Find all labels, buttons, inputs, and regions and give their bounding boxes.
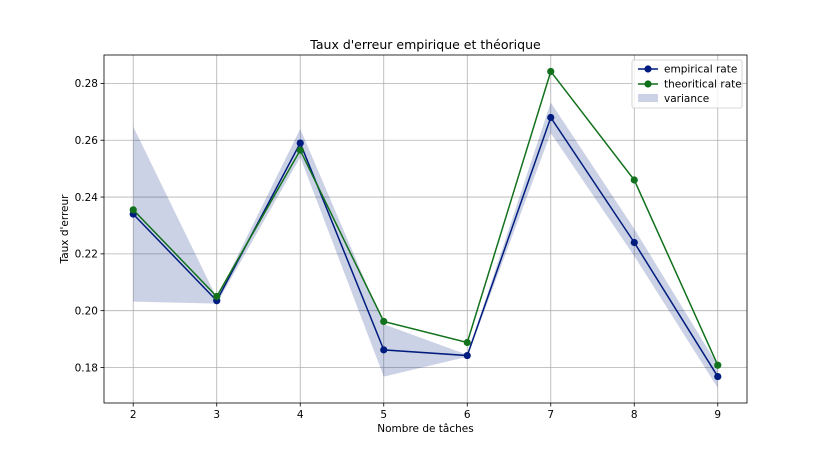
x-tick-label: 5 [380, 409, 387, 421]
x-tick-label: 9 [714, 409, 721, 421]
y-tick-label: 0.24 [75, 192, 99, 204]
chart-title: Taux d'erreur empirique et théorique [309, 37, 541, 52]
series-line-empirical [132, 115, 719, 377]
series-layer [129, 67, 722, 381]
x-tick-label: 6 [464, 409, 471, 421]
legend: empirical rate theoritical rate variance [631, 59, 743, 109]
y-tick-label: 0.22 [75, 249, 98, 261]
legend-swatch-variance [638, 94, 658, 102]
x-tick-label: 3 [213, 409, 220, 421]
legend-label-variance: variance [664, 93, 709, 105]
y-tick-label: 0.26 [75, 135, 99, 147]
data-point-theoritical [630, 176, 638, 184]
legend-label-theoritical: theoritical rate [664, 79, 742, 91]
variance-band [133, 102, 718, 388]
data-point-theoritical [213, 292, 221, 301]
series-line-theoritical [132, 69, 719, 366]
x-tick-label: 2 [130, 409, 137, 421]
data-point-theoritical [380, 317, 388, 326]
plot-frame [103, 54, 748, 404]
data-point-empirical [630, 238, 638, 247]
y-tick-label: 0.20 [75, 305, 98, 317]
legend-marker-empirical [644, 65, 652, 73]
y-axis-label: Taux d'erreur [59, 194, 71, 265]
x-axis-ticks: 2 3 4 5 6 7 8 9 [130, 403, 721, 421]
legend-box [631, 59, 743, 109]
y-tick-label: 0.28 [75, 78, 98, 90]
grid [104, 55, 747, 403]
x-tick-label: 7 [547, 409, 554, 421]
x-tick-label: 4 [297, 409, 304, 421]
data-point-empirical [380, 346, 388, 354]
data-point-theoritical [129, 206, 137, 214]
x-axis-label: Nombre de tâches [377, 423, 473, 435]
data-point-theoritical [296, 146, 304, 154]
data-point-empirical [296, 139, 304, 147]
data-point-empirical [463, 351, 471, 360]
variance-band-layer [133, 102, 718, 388]
data-point-theoritical [463, 338, 471, 347]
legend-marker-theoritical [644, 80, 652, 88]
y-axis-ticks: 0.18 0.20 0.22 0.24 0.26 0.28 [75, 78, 104, 374]
legend-label-empirical: empirical rate [664, 64, 737, 76]
y-tick-label: 0.18 [75, 362, 98, 374]
data-point-empirical [547, 113, 555, 122]
data-point-empirical [714, 372, 722, 381]
x-tick-label: 8 [631, 409, 638, 421]
data-point-theoritical [714, 361, 722, 369]
data-point-theoritical [547, 67, 555, 76]
